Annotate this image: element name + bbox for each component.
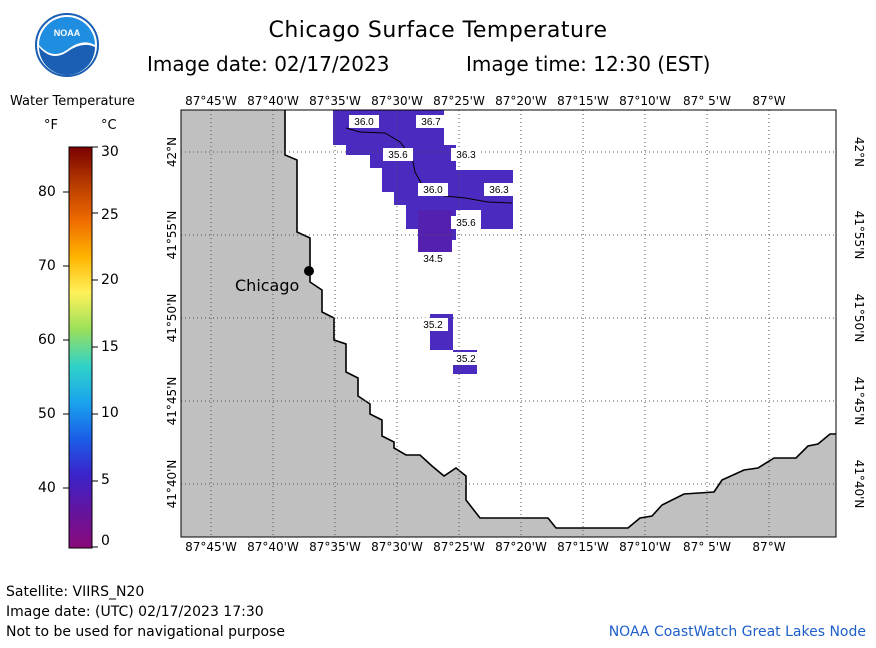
page-title: Chicago Surface Temperature (268, 18, 608, 43)
latitude-label-left: 41°45'N (165, 377, 179, 426)
longitude-label-top: 87°10'W (619, 94, 671, 108)
noaa-logo-text: NOAA (54, 28, 81, 38)
legend-c-tick: 10 (101, 405, 119, 421)
latitude-label-left: 42°N (165, 137, 179, 167)
legend-f-tick: 60 (38, 332, 56, 348)
latitude-label-right: 41°55'N (852, 211, 866, 260)
utc-image-date: Image date: (UTC) 02/17/2023 17:30 (6, 604, 264, 620)
legend-c-tick: 0 (101, 533, 110, 549)
latitude-label-right: 42°N (852, 137, 866, 167)
longitude-label-bottom: 87°15'W (557, 540, 609, 554)
map-frame (180, 109, 837, 538)
temp-label: 36.0 (423, 185, 443, 196)
longitude-label-bottom: 87°20'W (495, 540, 547, 554)
legend-c-tick: 15 (101, 339, 119, 355)
longitude-label-top: 87°W (752, 94, 785, 108)
longitude-labels-top: 87°45'W 87°40'W 87°35'W 87°30'W 87°25'W 87°20… (185, 94, 786, 108)
disclaimer: Not to be used for navigational purpose (6, 624, 285, 640)
map: 36.0 36.7 35.6 36.3 36.0 36.3 35.6 34.5 … (165, 94, 866, 554)
land-area (181, 110, 836, 537)
legend-title: Water Temperature (10, 94, 135, 109)
latitude-label-right: 41°45'N (852, 377, 866, 426)
temperature-labels: 36.0 36.7 35.6 36.3 36.0 36.3 35.6 34.5 … (349, 115, 514, 365)
longitude-label-top: 87°15'W (557, 94, 609, 108)
latitude-labels-left: 42°N 41°55'N 41°50'N 41°45'N 41°40'N (165, 137, 179, 509)
image-time: Image time: 12:30 (EST) (466, 52, 711, 76)
longitude-label-bottom: 87°40'W (247, 540, 299, 554)
temperature-patch-block (418, 210, 452, 252)
noaa-logo: NOAA (35, 13, 99, 77)
temp-label: 36.3 (489, 185, 509, 196)
temp-label: 35.6 (388, 150, 408, 161)
city-label: Chicago (235, 276, 299, 295)
longitude-label-top: 87°45'W (185, 94, 237, 108)
longitude-label-bottom: 87°30'W (371, 540, 423, 554)
temp-label: 35.2 (423, 320, 443, 331)
longitude-label-top: 87°40'W (247, 94, 299, 108)
longitude-label-bottom: 87°W (752, 540, 785, 554)
temperature-contour (345, 127, 513, 204)
temp-label: 36.3 (456, 150, 476, 161)
latitude-label-right: 41°40'N (852, 460, 866, 509)
temp-label: 36.7 (421, 117, 441, 128)
image-date: Image date: 02/17/2023 (147, 52, 390, 76)
longitude-label-bottom: 87°25'W (433, 540, 485, 554)
legend-c-tick: 5 (101, 472, 110, 488)
longitude-label-top: 87°20'W (495, 94, 547, 108)
latitude-label-left: 41°50'N (165, 294, 179, 343)
longitude-label-bottom: 87°45'W (185, 540, 237, 554)
legend-f-tick: 40 (38, 480, 56, 496)
longitude-label-bottom: 87°10'W (619, 540, 671, 554)
latitude-label-right: 41°50'N (852, 294, 866, 343)
temp-label: 36.0 (354, 117, 374, 128)
legend-c-tick: 30 (101, 144, 119, 160)
legend-unit-c: °C (101, 118, 117, 133)
latitude-label-left: 41°40'N (165, 460, 179, 509)
legend-f-tick: 80 (38, 184, 56, 200)
longitude-label-bottom: 87° 5'W (683, 540, 731, 554)
satellite-info: Satellite: VIIRS_N20 (6, 584, 145, 600)
legend-f-tick: 50 (38, 406, 56, 422)
legend-c-tick: 20 (101, 272, 119, 288)
temp-label: 35.2 (456, 354, 476, 365)
latitude-label-left: 41°55'N (165, 211, 179, 260)
chicago-city-marker (304, 266, 314, 276)
credit-link[interactable]: NOAA CoastWatch Great Lakes Node (608, 624, 866, 640)
temp-label: 35.6 (456, 218, 476, 229)
temperature-patch-north (333, 110, 513, 252)
longitude-label-top: 87° 5'W (683, 94, 731, 108)
legend-unit-f: °F (44, 118, 58, 133)
latitude-labels-right: 42°N 41°55'N 41°50'N 41°45'N 41°40'N (852, 137, 866, 509)
longitude-label-top: 87°25'W (433, 94, 485, 108)
longitude-label-top: 87°30'W (371, 94, 423, 108)
longitude-label-bottom: 87°35'W (309, 540, 361, 554)
temp-label: 34.5 (423, 254, 443, 265)
longitude-label-top: 87°35'W (309, 94, 361, 108)
color-scale-bar (63, 146, 98, 549)
legend-c-tick: 25 (101, 207, 119, 223)
longitude-labels-bottom: 87°45'W 87°40'W 87°35'W 87°30'W 87°25'W 87°20… (185, 540, 786, 554)
legend-f-tick: 70 (38, 258, 56, 274)
shoreline (284, 110, 836, 529)
